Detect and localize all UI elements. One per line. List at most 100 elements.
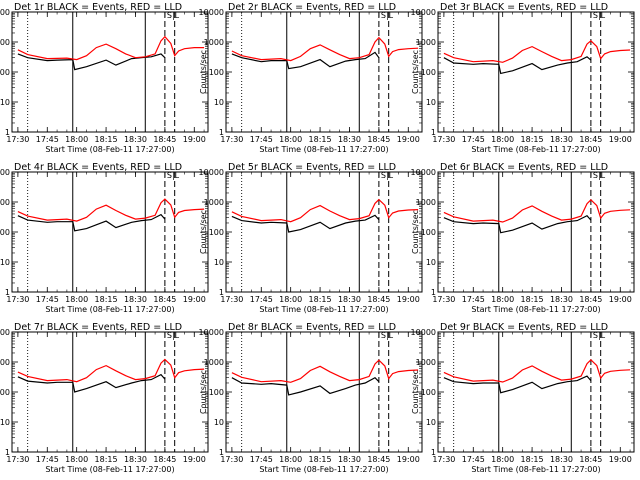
x-tick-label: 18:15 [95,135,118,144]
y-tick-label: 1 [5,288,10,297]
x-axis-label: Start Time (08-Feb-11 17:27:00) [45,145,174,154]
events-series-line [17,213,166,232]
panel-title: Det 3r BLACK = Events, RED = LLD [440,2,608,13]
y-tick-label: 100 [421,388,436,397]
x-tick-label: 18:15 [521,455,544,464]
x-tick-label: 18:30 [550,455,573,464]
y-tick-label: 10000 [199,328,224,337]
x-tick-label: 17:30 [6,135,29,144]
y-tick-label: 1 [219,288,224,297]
flare-label: S|L [381,331,394,340]
y-tick-label: 10000 [199,168,224,177]
panel-title: Det 8r BLACK = Events, RED = LLD [228,322,396,333]
y-tick-label: 1000 [416,198,436,207]
events-series-line [17,53,166,71]
y-axis-label: Counts/sec [411,50,420,94]
x-tick-label: 18:15 [309,135,332,144]
y-tick-label: 10 [0,98,10,107]
x-tick-label: 18:15 [521,135,544,144]
detector-panel-8: Det 8r BLACK = Events, RED = LLD 1 10 100 10… [199,322,423,474]
detector-panel-3: Det 3r BLACK = Events, RED = LLD 1 10 100 10… [411,2,635,154]
y-tick-label: 10 [214,258,224,267]
flare-label: S|L [167,11,180,20]
detector-panel-5: Det 5r BLACK = Events, RED = LLD 1 10 100 10… [199,162,423,314]
y-tick-label: 10 [426,418,436,427]
y-tick-label: 1000 [204,38,224,47]
x-tick-label: 18:45 [153,135,176,144]
panel-title: Det 6r BLACK = Events, RED = LLD [440,162,608,173]
lld-series-line [443,39,631,63]
y-axis-label: Counts/sec [199,50,208,94]
events-series-line [231,51,380,70]
x-tick-label: 18:45 [579,135,602,144]
x-tick-label: 18:45 [579,295,602,304]
y-tick-label: 10 [214,98,224,107]
x-tick-label: 17:30 [432,135,455,144]
panel-title: Det 4r BLACK = Events, RED = LLD [14,162,182,173]
x-tick-label: 18:30 [338,295,361,304]
x-tick-label: 19:00 [183,135,206,144]
y-tick-label: 10000 [0,8,10,17]
x-tick-label: 18:30 [338,135,361,144]
x-tick-label: 18:45 [153,455,176,464]
x-tick-label: 18:30 [338,455,361,464]
y-tick-label: 1000 [0,358,10,367]
x-tick-label: 18:30 [124,455,147,464]
panel-title: Det 9r BLACK = Events, RED = LLD [440,322,608,333]
x-axis-label: Start Time (08-Feb-11 17:27:00) [259,465,388,474]
y-tick-label: 10 [214,418,224,427]
y-tick-label: 1000 [416,38,436,47]
x-axis-label: Start Time (08-Feb-11 17:27:00) [45,305,174,314]
x-tick-label: 19:00 [397,455,420,464]
lld-series-line [443,198,631,223]
y-tick-label: 1000 [0,38,10,47]
x-tick-label: 19:00 [609,295,632,304]
x-tick-label: 18:30 [124,135,147,144]
x-tick-label: 18:00 [279,135,302,144]
x-axis-label: Start Time (08-Feb-11 17:27:00) [471,145,600,154]
y-tick-label: 1 [5,128,10,137]
x-tick-label: 17:30 [220,135,243,144]
x-tick-label: 18:30 [550,135,573,144]
detector-panel-4: Det 4r BLACK = Events, RED = LLD 1 10 100 10… [0,162,209,314]
lld-series-line [17,198,205,222]
events-series-line [443,214,592,234]
y-axis-label: Counts/sec [411,210,420,254]
x-axis-label: Start Time (08-Feb-11 17:27:00) [259,305,388,314]
x-tick-label: 18:30 [550,295,573,304]
y-tick-label: 1 [431,288,436,297]
y-tick-label: 100 [421,68,436,77]
detector-panel-1: Det 1r BLACK = Events, RED = LLD 1 10 100 10… [0,2,209,154]
panel-title: Det 7r BLACK = Events, RED = LLD [14,322,182,333]
x-axis-label: Start Time (08-Feb-11 17:27:00) [259,145,388,154]
x-tick-label: 18:15 [521,295,544,304]
lld-series-line [231,198,419,223]
flare-label: S|L [381,11,394,20]
y-tick-label: 1 [431,128,436,137]
flare-label: S|L [593,11,606,20]
x-tick-label: 19:00 [183,295,206,304]
x-tick-label: 17:30 [432,455,455,464]
y-tick-label: 10000 [0,328,10,337]
x-tick-label: 19:00 [397,295,420,304]
events-series-line [17,373,166,393]
x-tick-label: 18:00 [65,135,88,144]
x-tick-label: 17:30 [220,295,243,304]
y-tick-label: 10000 [199,8,224,17]
x-tick-label: 17:45 [462,295,485,304]
y-tick-label: 10000 [411,168,436,177]
panel-title: Det 2r BLACK = Events, RED = LLD [228,2,396,13]
x-tick-label: 17:30 [432,295,455,304]
events-series-line [231,214,380,233]
x-axis-label: Start Time (08-Feb-11 17:27:00) [471,465,600,474]
x-tick-label: 18:00 [279,295,302,304]
x-tick-label: 17:45 [250,295,273,304]
x-tick-label: 18:45 [367,295,390,304]
y-tick-label: 10 [426,258,436,267]
y-tick-label: 1 [219,128,224,137]
lld-series-line [17,35,205,61]
events-series-line [443,375,592,394]
y-tick-label: 10000 [0,168,10,177]
